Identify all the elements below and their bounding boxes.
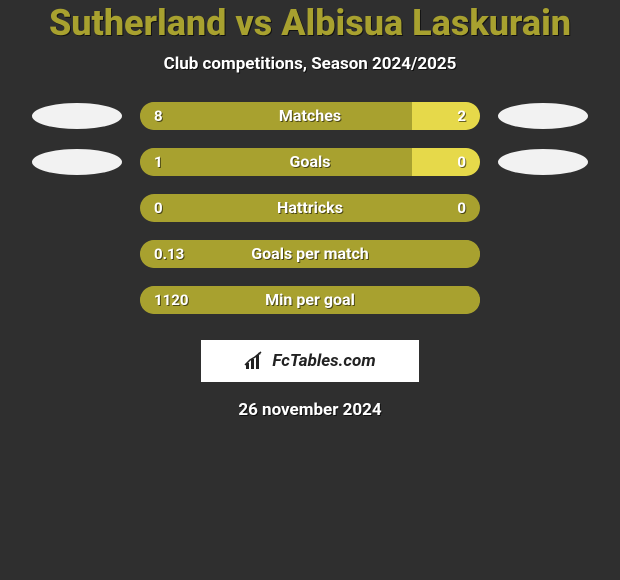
spacer	[32, 241, 122, 267]
bar-right-fill	[412, 148, 480, 176]
stat-bar: 1Goals0	[140, 148, 480, 176]
bar-chart-icon	[244, 351, 266, 371]
stat-row: 0Hattricks0	[32, 194, 588, 222]
spacer	[32, 195, 122, 221]
stat-label: Hattricks	[140, 198, 480, 217]
stat-bar: 0.13Goals per match	[140, 240, 480, 268]
stat-row: 1Goals0	[32, 148, 588, 176]
spacer	[498, 195, 588, 221]
stat-value-left: 8	[154, 107, 163, 125]
stats-list: 8Matches21Goals00Hattricks00.13Goals per…	[32, 102, 588, 332]
player-marker-right	[498, 149, 588, 175]
stat-row: 0.13Goals per match	[32, 240, 588, 268]
stat-bar: 1120Min per goal	[140, 286, 480, 314]
stat-value-left: 0	[154, 199, 163, 217]
bar-left-fill	[140, 102, 412, 130]
player-marker-right	[498, 103, 588, 129]
bar-left-fill	[140, 286, 480, 314]
spacer	[32, 287, 122, 313]
stat-row: 1120Min per goal	[32, 286, 588, 314]
stat-bar: 8Matches2	[140, 102, 480, 130]
stat-value-left: 1120	[154, 291, 188, 309]
date-line: 26 november 2024	[238, 400, 381, 420]
logo-box: FcTables.com	[201, 340, 419, 382]
player-marker-left	[32, 103, 122, 129]
page-title: Sutherland vs Albisua Laskurain	[49, 4, 571, 44]
stat-value-left: 0.13	[154, 245, 184, 263]
stat-value-right: 2	[457, 107, 466, 125]
bar-left-fill	[140, 148, 412, 176]
stat-value-right: 0	[457, 199, 466, 217]
logo-text: FcTables.com	[272, 351, 375, 371]
stat-value-right: 0	[457, 153, 466, 171]
stat-value-left: 1	[154, 153, 163, 171]
spacer	[498, 287, 588, 313]
stat-row: 8Matches2	[32, 102, 588, 130]
bar-left-fill	[140, 240, 480, 268]
spacer	[498, 241, 588, 267]
bar-right-fill	[412, 102, 480, 130]
comparison-infographic: Sutherland vs Albisua Laskurain Club com…	[0, 0, 620, 580]
stat-bar: 0Hattricks0	[140, 194, 480, 222]
player-marker-left	[32, 149, 122, 175]
subtitle: Club competitions, Season 2024/2025	[164, 54, 457, 74]
